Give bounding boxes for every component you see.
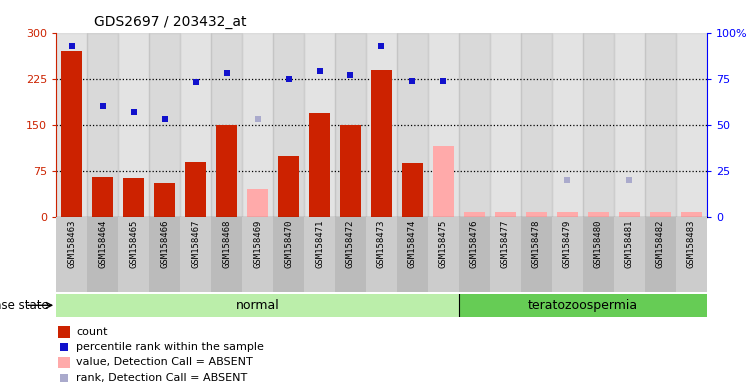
Bar bbox=[180, 217, 211, 292]
Bar bbox=[180, 33, 211, 217]
Text: disease state: disease state bbox=[0, 299, 52, 312]
Text: normal: normal bbox=[236, 299, 280, 312]
Bar bbox=[676, 33, 707, 217]
Bar bbox=[304, 33, 335, 217]
Bar bbox=[185, 162, 206, 217]
Text: GSM158465: GSM158465 bbox=[129, 219, 138, 268]
Bar bbox=[619, 212, 640, 217]
Bar bbox=[278, 156, 299, 217]
Bar bbox=[56, 217, 87, 292]
Text: GSM158466: GSM158466 bbox=[160, 219, 169, 268]
Bar bbox=[459, 33, 490, 217]
Bar bbox=[87, 217, 118, 292]
Text: value, Detection Call = ABSENT: value, Detection Call = ABSENT bbox=[76, 358, 253, 367]
Bar bbox=[649, 212, 671, 217]
Bar bbox=[242, 33, 273, 217]
Bar bbox=[557, 212, 578, 217]
Bar bbox=[211, 217, 242, 292]
Bar bbox=[587, 212, 609, 217]
Bar bbox=[614, 217, 645, 292]
Bar bbox=[521, 33, 552, 217]
Bar bbox=[583, 217, 614, 292]
Text: GSM158473: GSM158473 bbox=[377, 219, 386, 268]
Bar bbox=[464, 212, 485, 217]
Text: GDS2697 / 203432_at: GDS2697 / 203432_at bbox=[94, 15, 246, 29]
Text: percentile rank within the sample: percentile rank within the sample bbox=[76, 342, 264, 352]
Bar bbox=[490, 33, 521, 217]
Bar bbox=[215, 125, 237, 217]
Text: GSM158478: GSM158478 bbox=[532, 219, 541, 268]
Bar bbox=[340, 125, 361, 217]
Bar bbox=[309, 113, 331, 217]
Bar bbox=[645, 33, 676, 217]
Bar bbox=[397, 217, 428, 292]
Bar bbox=[304, 217, 335, 292]
Bar bbox=[552, 33, 583, 217]
Bar bbox=[118, 33, 149, 217]
Bar bbox=[645, 217, 676, 292]
Text: GSM158474: GSM158474 bbox=[408, 219, 417, 268]
Bar bbox=[273, 217, 304, 292]
Bar bbox=[494, 212, 516, 217]
Bar bbox=[397, 33, 428, 217]
Bar bbox=[432, 146, 454, 217]
Bar bbox=[273, 33, 304, 217]
Text: count: count bbox=[76, 327, 108, 337]
Bar bbox=[521, 217, 552, 292]
Bar bbox=[526, 212, 548, 217]
Bar bbox=[61, 51, 82, 217]
Text: GSM158481: GSM158481 bbox=[625, 219, 634, 268]
Bar bbox=[92, 177, 114, 217]
Bar bbox=[681, 212, 702, 217]
Bar bbox=[552, 217, 583, 292]
Bar bbox=[402, 163, 423, 217]
Text: rank, Detection Call = ABSENT: rank, Detection Call = ABSENT bbox=[76, 372, 248, 383]
Text: GSM158480: GSM158480 bbox=[594, 219, 603, 268]
Text: GSM158472: GSM158472 bbox=[346, 219, 355, 268]
Bar bbox=[154, 183, 175, 217]
Bar bbox=[490, 217, 521, 292]
Bar bbox=[428, 217, 459, 292]
Text: GSM158482: GSM158482 bbox=[656, 219, 665, 268]
Bar bbox=[118, 217, 149, 292]
Bar bbox=[149, 217, 180, 292]
Bar bbox=[247, 189, 269, 217]
Bar bbox=[58, 357, 70, 368]
Text: GSM158467: GSM158467 bbox=[191, 219, 200, 268]
Bar bbox=[56, 294, 459, 317]
Bar bbox=[614, 33, 645, 217]
Text: GSM158475: GSM158475 bbox=[439, 219, 448, 268]
Bar bbox=[583, 33, 614, 217]
Bar bbox=[58, 326, 70, 338]
Text: GSM158471: GSM158471 bbox=[315, 219, 324, 268]
Text: GSM158483: GSM158483 bbox=[687, 219, 696, 268]
Bar bbox=[459, 294, 707, 317]
Bar bbox=[149, 33, 180, 217]
Text: GSM158463: GSM158463 bbox=[67, 219, 76, 268]
Bar bbox=[335, 33, 366, 217]
Text: GSM158470: GSM158470 bbox=[284, 219, 293, 268]
Text: GSM158477: GSM158477 bbox=[501, 219, 510, 268]
Text: teratozoospermia: teratozoospermia bbox=[528, 299, 638, 312]
Bar bbox=[366, 33, 397, 217]
Bar bbox=[123, 178, 144, 217]
Bar bbox=[56, 33, 87, 217]
Bar bbox=[211, 33, 242, 217]
Text: GSM158468: GSM158468 bbox=[222, 219, 231, 268]
Text: GSM158464: GSM158464 bbox=[98, 219, 107, 268]
Bar bbox=[335, 217, 366, 292]
Bar bbox=[459, 217, 490, 292]
Text: GSM158479: GSM158479 bbox=[563, 219, 572, 268]
Bar bbox=[242, 217, 273, 292]
Bar bbox=[676, 217, 707, 292]
Text: GSM158469: GSM158469 bbox=[253, 219, 262, 268]
Text: GSM158476: GSM158476 bbox=[470, 219, 479, 268]
Bar bbox=[428, 33, 459, 217]
Bar bbox=[370, 70, 392, 217]
Bar bbox=[87, 33, 118, 217]
Bar bbox=[366, 217, 397, 292]
